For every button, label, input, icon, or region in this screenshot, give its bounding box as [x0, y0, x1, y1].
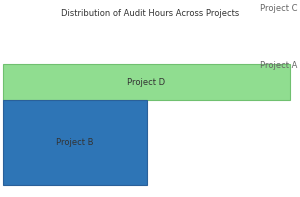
Text: Project B: Project B — [56, 138, 94, 147]
Text: Project A: Project A — [260, 61, 297, 70]
Text: Project C: Project C — [260, 4, 297, 13]
Text: Project D: Project D — [127, 78, 165, 87]
Text: Distribution of Audit Hours Across Projects: Distribution of Audit Hours Across Proje… — [61, 9, 239, 18]
Bar — [3, 100, 147, 185]
Bar — [3, 64, 290, 100]
